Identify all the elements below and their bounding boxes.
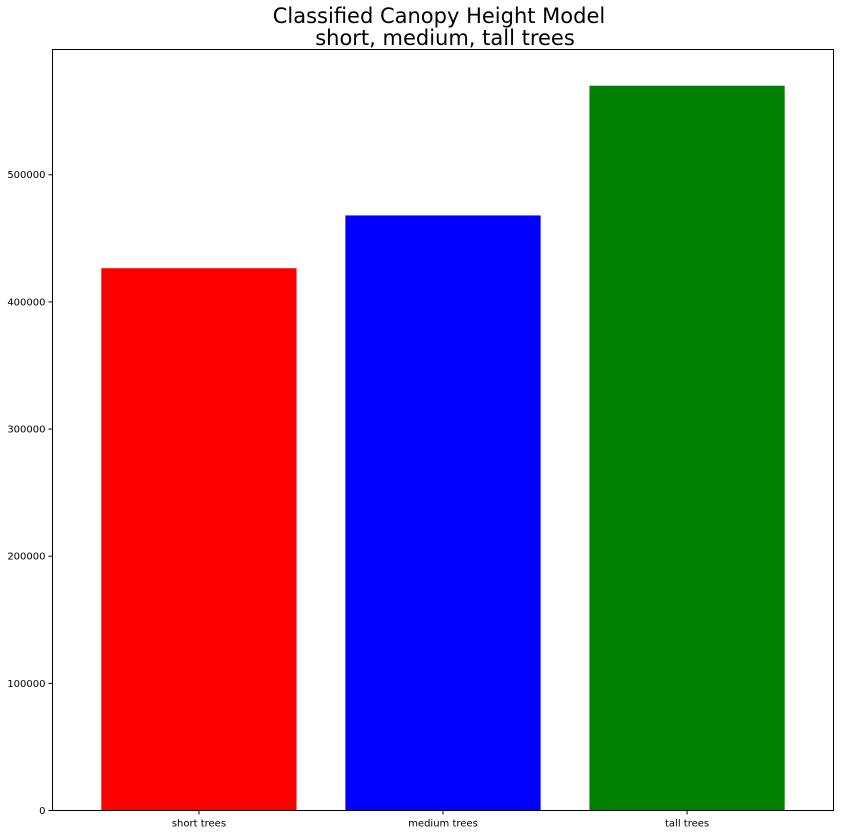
y-tick-label-500000: 500000 <box>7 170 45 181</box>
bar-medium-trees <box>345 215 541 811</box>
y-tick-label-200000: 200000 <box>7 552 45 563</box>
x-tick-label-tall-trees: tall trees <box>665 819 709 830</box>
x-tick-label-medium-trees: medium trees <box>408 819 478 830</box>
chart-title-line-1: Classified Canopy Height Model <box>273 4 606 28</box>
y-tick-label-100000: 100000 <box>7 679 45 690</box>
y-axis: 0 100000 200000 300000 400000 500000 <box>7 170 53 817</box>
bars-group <box>101 85 785 811</box>
x-tick-label-short-trees: short trees <box>172 819 226 830</box>
x-axis: short trees medium trees tall trees <box>172 810 709 830</box>
y-tick-label-0: 0 <box>39 806 45 817</box>
y-tick-label-300000: 300000 <box>7 425 45 436</box>
bar-tall-trees <box>589 85 785 811</box>
chart-title-line-2: short, medium, tall trees <box>315 26 575 50</box>
bar-short-trees <box>101 268 297 811</box>
plot-frame <box>52 49 834 811</box>
y-tick-label-400000: 400000 <box>7 297 45 308</box>
